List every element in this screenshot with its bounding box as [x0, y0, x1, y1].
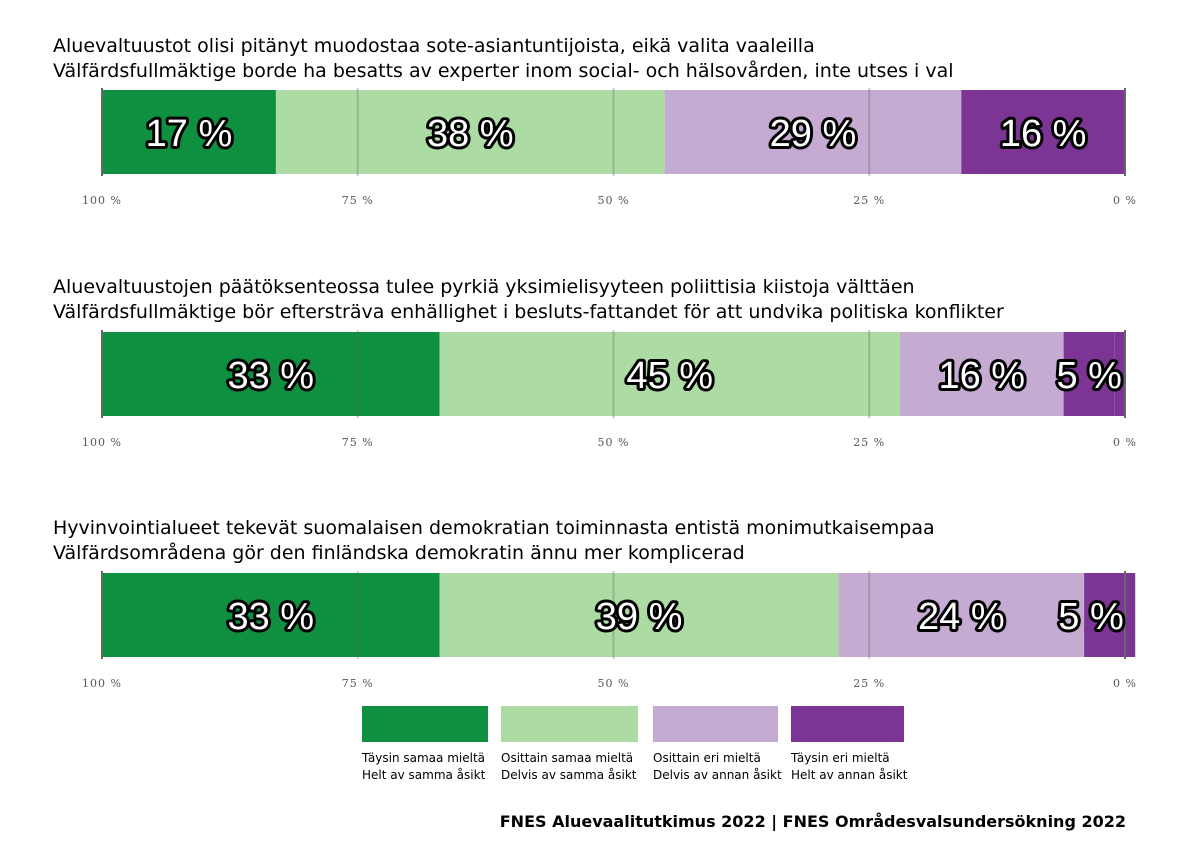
legend-label-fi: Täysin eri mieltä: [791, 751, 890, 765]
data-label: 39 %: [596, 596, 683, 638]
data-label: 5 %: [1058, 596, 1123, 638]
stacked-bar-plot: 100 % 75 % 50 % 25 % 0 % 17 % 38 % 29 % 16 %: [82, 88, 1137, 207]
x-tick-label: 100 %: [82, 194, 122, 207]
stacked-bar-plot: 100 % 75 % 50 % 25 % 0 % 33 % 39 % 24 % 5 %: [82, 571, 1137, 690]
bar-segment: [899, 332, 1064, 416]
stacked-bar-plot: 100 % 75 % 50 % 25 % 0 % 33 % 45 % 16 % 5 %: [82, 330, 1137, 449]
bar-segment: [102, 573, 440, 657]
legend-label-sv: Helt av annan åsikt: [791, 768, 908, 782]
legend-label-fi: Täysin samaa mieltä: [362, 751, 486, 765]
x-tick-label: 75 %: [342, 194, 374, 207]
legend-swatch: [791, 706, 904, 742]
chart-title-sv: Välfärdsområdena gör den finländska demo…: [53, 542, 745, 564]
x-tick-label: 0 %: [1113, 677, 1137, 690]
bar-segment: [102, 90, 276, 174]
legend-swatch: [362, 706, 488, 742]
x-tick-label: 25 %: [853, 194, 885, 207]
legend-label-sv: Helt av samma åsikt: [362, 768, 486, 782]
legend-swatch: [501, 706, 638, 742]
data-label: 33 %: [227, 596, 314, 638]
chart-block-1: Aluevaltuustot olisi pitänyt muodostaa s…: [0, 0, 1200, 230]
chart-title-fi: Hyvinvointialueet tekevät suomalaisen de…: [53, 517, 935, 539]
x-tick-label: 25 %: [853, 677, 885, 690]
data-label: 24 %: [918, 596, 1005, 638]
bar-segment: [439, 573, 839, 657]
data-label: 38 %: [427, 113, 514, 155]
bar-segment: [1063, 332, 1115, 416]
x-tick-label: 75 %: [342, 436, 374, 449]
data-label: 45 %: [626, 355, 713, 397]
legend-label-fi: Osittain samaa mieltä: [501, 751, 634, 765]
x-tick-label: 0 %: [1113, 436, 1137, 449]
data-label: 16 %: [1000, 113, 1087, 155]
bar-segment: [439, 332, 900, 416]
bar-segment: [838, 573, 1085, 657]
legend-item: Osittain samaa mieltä Delvis av samma ås…: [501, 706, 638, 784]
bar-segment: [664, 90, 962, 174]
data-label: 29 %: [770, 113, 857, 155]
bar-segment-remainder: [1114, 332, 1125, 416]
bar-segment: [102, 332, 440, 416]
legend-swatch: [653, 706, 778, 742]
data-label: 16 %: [938, 355, 1025, 397]
legend-item: Osittain eri mieltä Delvis av annan åsik…: [653, 706, 782, 784]
chart-block-2: Aluevaltuustojen päätöksenteossa tulee p…: [53, 276, 1137, 449]
data-label: 33 %: [227, 355, 314, 397]
chart-block-3: Hyvinvointialueet tekevät suomalaisen de…: [53, 517, 1137, 690]
bar-segment: [1084, 573, 1136, 657]
x-tick-label: 25 %: [853, 436, 885, 449]
legend-item: Täysin eri mieltä Helt av annan åsikt: [791, 706, 907, 784]
legend: Täysin samaa mieltä Helt av samma åsikt …: [0, 706, 1200, 796]
x-tick-label: 100 %: [82, 677, 122, 690]
x-tick-label: 75 %: [342, 677, 374, 690]
x-tick-label: 50 %: [598, 677, 630, 690]
legend-item: Täysin samaa mieltä Helt av samma åsikt: [362, 706, 488, 784]
bar-segment: [275, 90, 665, 174]
chart-title-sv: Välfärdsfullmäktige bör eftersträva enhä…: [53, 301, 1004, 323]
chart-title-sv: Välfärdsfullmäktige borde ha besatts av …: [53, 60, 954, 82]
legend-label-fi: Osittain eri mieltä: [653, 751, 761, 765]
x-tick-label: 0 %: [1113, 194, 1137, 207]
legend-label-sv: Delvis av annan åsikt: [653, 768, 782, 782]
x-tick-label: 100 %: [82, 436, 122, 449]
data-label: 5 %: [1056, 355, 1121, 397]
x-tick-label: 50 %: [598, 436, 630, 449]
x-tick-label: 50 %: [598, 194, 630, 207]
bar-segment: [961, 90, 1125, 174]
source-note: FNES Aluevaalitutkimus 2022 | FNES Områd…: [499, 812, 1126, 831]
chart-title-fi: Aluevaltuustot olisi pitänyt muodostaa s…: [53, 35, 815, 57]
data-label: 17 %: [146, 113, 233, 155]
chart-title-fi: Aluevaltuustojen päätöksenteossa tulee p…: [53, 276, 915, 298]
legend-label-sv: Delvis av samma åsikt: [501, 768, 637, 782]
